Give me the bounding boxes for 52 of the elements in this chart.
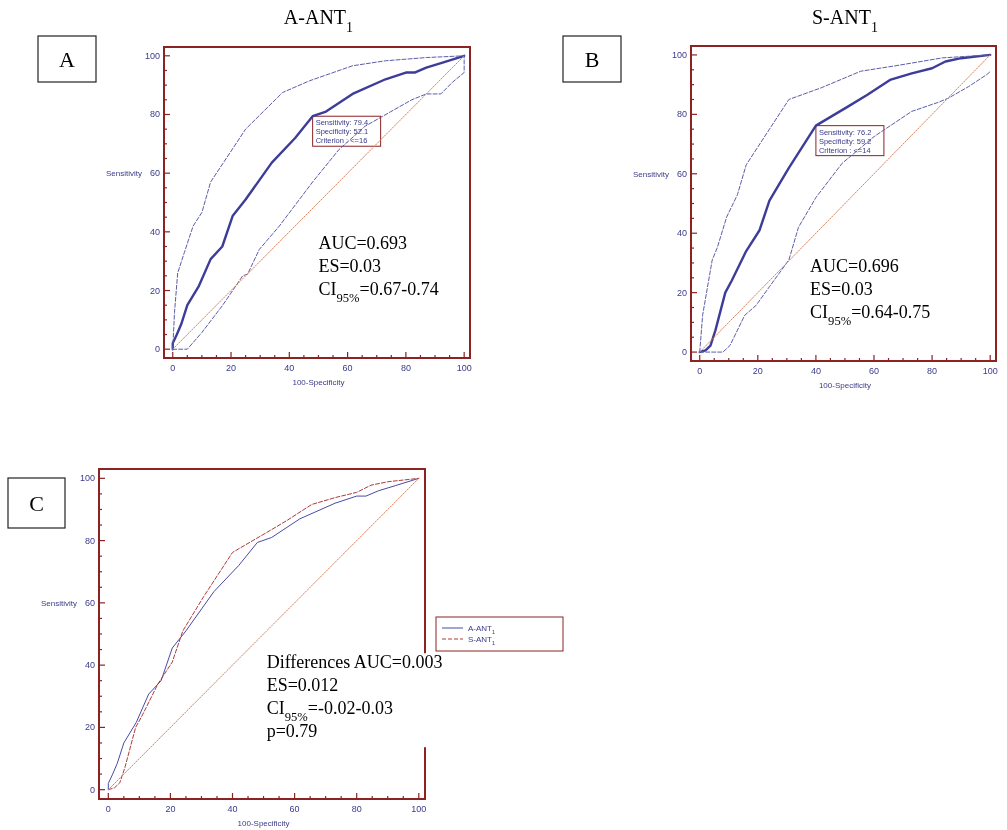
y-axis-title: Sensitivity: [632, 169, 669, 179]
x-tick-label: 80: [351, 804, 362, 814]
x-tick-label: 100: [982, 366, 998, 376]
y-tick-label: 80: [84, 535, 95, 546]
annotation: Differences AUC=0.003 ES=0.012 CI$_{95%}$=-0.02-0.03 p=0.79: [266, 652, 443, 742]
y-tick-label: 100: [671, 49, 687, 60]
y-tick-label: 20: [149, 285, 160, 296]
x-tick-label: 60: [868, 366, 880, 376]
y-axis-title: Sensitivity: [40, 598, 77, 608]
x-tick-label: 80: [400, 363, 411, 373]
x-tick-label: 20: [752, 366, 763, 376]
x-tick-label: 80: [927, 366, 938, 376]
y-tick-label: 40: [84, 660, 95, 671]
x-tick-label: 0: [170, 363, 176, 373]
text: B: [584, 47, 600, 72]
x-tick-label: 100: [411, 804, 427, 814]
x-tick-label: 60: [289, 804, 300, 814]
x-axis-title: 100-Specificity: [292, 378, 345, 387]
x-tick-label: 60: [342, 363, 353, 373]
y-tick-label: 100: [144, 50, 160, 61]
x-tick-label: 0: [105, 804, 111, 814]
y-tick-label: 40: [676, 228, 687, 239]
chart-title: S-ANT$_{1}$: [812, 6, 878, 35]
y-tick-label: 60: [676, 168, 687, 179]
y-tick-label: 0: [89, 784, 95, 795]
y-tick-label: 100: [79, 473, 95, 484]
y-axis-title: Sensitivity: [105, 169, 142, 179]
y-tick-label: 20: [676, 287, 687, 298]
text: C: [29, 491, 44, 516]
annotation: AUC=0.693 ES=0.03 CI$_{95%}$=0.67-0.74: [318, 233, 439, 306]
y-tick-label: 0: [154, 344, 160, 355]
x-tick-label: 20: [226, 363, 237, 373]
legend-label: A-ANT$_{1}$: [468, 624, 496, 635]
x-tick-label: 40: [284, 363, 295, 373]
y-tick-label: 40: [149, 226, 160, 237]
chart-title: A-ANT$_{1}$: [283, 6, 354, 35]
y-tick-label: 0: [681, 347, 687, 358]
x-axis-title: 100-Specificity: [818, 381, 871, 390]
legend-label: S-ANT$_{1}$: [468, 635, 496, 646]
x-tick-label: 40: [810, 366, 821, 376]
y-tick-label: 80: [149, 109, 160, 120]
x-tick-label: 40: [227, 804, 238, 814]
text: A: [59, 47, 76, 72]
y-tick-label: 20: [84, 722, 95, 733]
y-tick-label: 80: [676, 109, 687, 120]
annotation: AUC=0.696 ES=0.03 CI$_{95%}$=0.64-0.75: [810, 255, 931, 328]
x-tick-label: 0: [697, 366, 703, 376]
x-tick-label: 20: [165, 804, 176, 814]
y-tick-label: 60: [149, 168, 160, 179]
y-tick-label: 60: [84, 597, 95, 608]
x-tick-label: 100: [456, 363, 472, 373]
x-axis-title: 100-Specificity: [237, 819, 290, 828]
